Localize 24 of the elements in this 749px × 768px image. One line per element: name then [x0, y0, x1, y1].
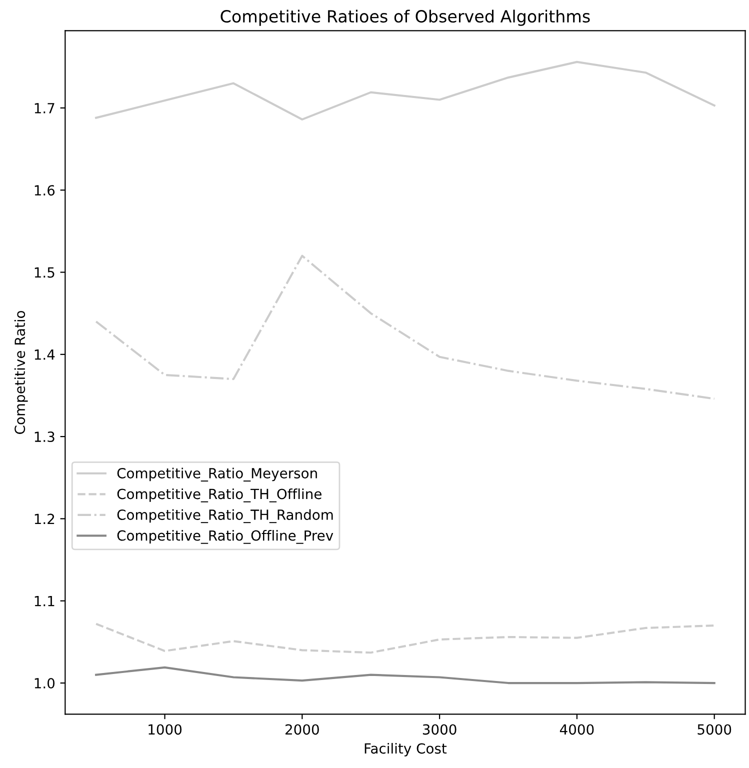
legend-label: Competitive_Ratio_Offline_Prev	[117, 530, 334, 544]
x-axis-title: Facility Cost	[364, 742, 447, 756]
line-series	[95, 60, 716, 120]
y-tick-label: 1.3	[34, 432, 54, 442]
line-series	[95, 254, 716, 400]
x-tick-label: 1000	[148, 724, 182, 735]
y-tick-label: 1.7	[34, 103, 54, 114]
legend-label: Competitive_Ratio_TH_Offline	[117, 488, 322, 502]
x-tick-label: 2000	[286, 724, 319, 735]
y-tick-label: 1.0	[34, 678, 55, 688]
x-tick-label: 5000	[698, 724, 732, 735]
y-tick-label: 1.6	[34, 185, 55, 196]
line-series	[95, 622, 716, 654]
y-tick-label: 1.2	[34, 514, 54, 524]
y-axis-title: Competitive Ratio	[14, 310, 28, 434]
y-tick-label: 1.1	[34, 596, 54, 606]
legend-label: Competitive_Ratio_Meyerson	[117, 468, 317, 482]
y-tick-label: 1.5	[34, 267, 54, 278]
y-tick-label: 1.4	[34, 350, 55, 360]
x-tick-label: 4000	[560, 724, 594, 735]
line-series	[95, 666, 716, 684]
legend-label: Competitive_Ratio_TH_Random	[117, 509, 333, 524]
x-tick-label: 3000	[422, 724, 456, 735]
chart-title: Competitive Ratioes of Observed Algorithms	[220, 10, 590, 26]
